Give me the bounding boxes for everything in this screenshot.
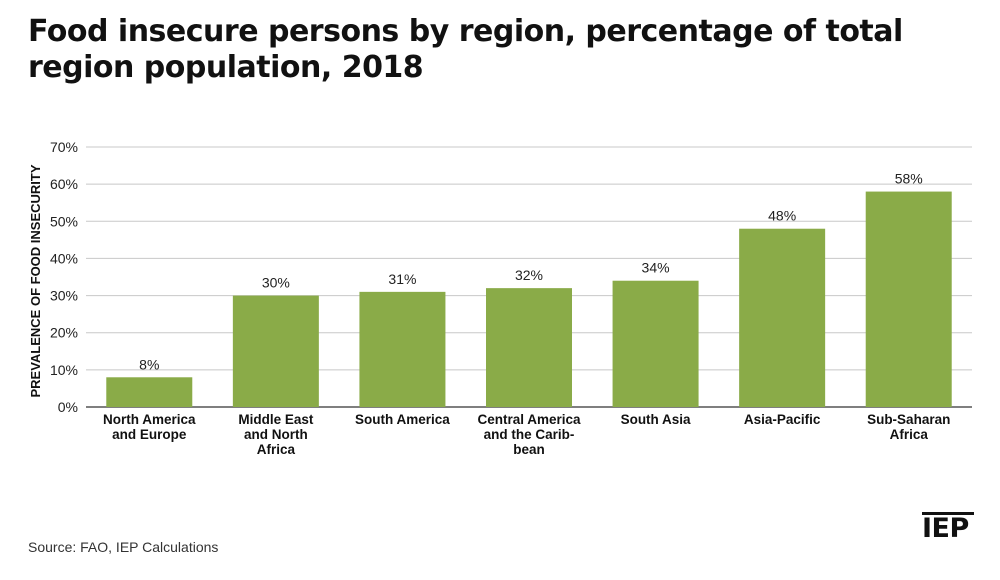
- bar: [739, 228, 826, 407]
- data-label: 31%: [388, 271, 416, 287]
- y-tick-label: 70%: [50, 139, 78, 155]
- source-note: Source: FAO, IEP Calculations: [28, 539, 219, 555]
- bar: [612, 280, 699, 407]
- bars: [106, 191, 952, 407]
- bar: [359, 291, 446, 407]
- x-tick-label: and Europe: [112, 427, 187, 442]
- bar: [106, 377, 193, 407]
- data-label: 30%: [262, 275, 290, 291]
- bar: [486, 288, 572, 407]
- data-label: 8%: [139, 356, 159, 372]
- x-tick-label: and North: [244, 427, 308, 442]
- x-tick-label: South Asia: [621, 412, 691, 427]
- x-tick-label: Middle East: [238, 412, 314, 427]
- x-tick-label: South America: [355, 412, 450, 427]
- x-tick-label: and the Carib-: [484, 427, 575, 442]
- y-tick-label: 60%: [50, 176, 78, 192]
- x-tick-label: bean: [513, 442, 545, 457]
- x-tick-label: Asia-Pacific: [744, 412, 821, 427]
- x-tick-label: North America: [103, 412, 196, 427]
- data-labels: 8% 30% 31% 32% 34% 48% 58%: [139, 171, 923, 373]
- x-tick-label: Central America: [477, 412, 581, 427]
- y-axis-label: PREVALENCE OF FOOD INSECURITY: [28, 164, 43, 397]
- data-label: 32%: [515, 267, 543, 283]
- chart-title: Food insecure persons by region, percent…: [28, 14, 903, 85]
- y-axis-ticks: 0% 10% 20% 30% 40% 50% 60% 70%: [50, 139, 78, 415]
- y-tick-label: 10%: [50, 362, 78, 378]
- iep-logo: IEP: [922, 513, 969, 544]
- y-tick-label: 50%: [50, 213, 78, 229]
- x-tick-label: Africa: [257, 442, 296, 457]
- data-label: 34%: [642, 260, 670, 276]
- data-label: 58%: [895, 171, 923, 187]
- data-label: 48%: [768, 208, 796, 224]
- y-tick-label: 30%: [50, 288, 78, 304]
- x-tick-label: Africa: [890, 427, 929, 442]
- y-tick-label: 40%: [50, 250, 78, 266]
- logo-bar: [922, 512, 974, 515]
- bar: [865, 191, 952, 407]
- y-tick-label: 20%: [50, 325, 78, 341]
- bar: [232, 295, 319, 407]
- x-tick-label: Sub-Saharan: [867, 412, 950, 427]
- y-tick-label: 0%: [58, 399, 78, 415]
